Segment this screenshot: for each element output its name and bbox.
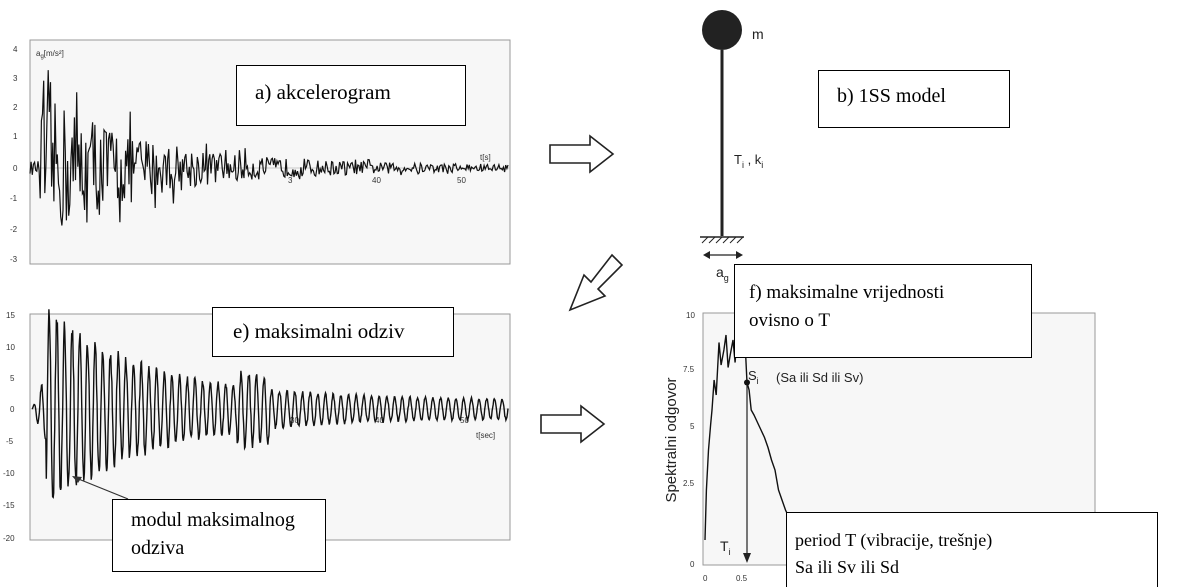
- response-ytick: -20: [3, 534, 15, 543]
- mass-ball: [702, 10, 742, 50]
- label-box-period: period T (vibracije, trešnje) Sa ili Sv …: [786, 512, 1158, 587]
- accelerogram-ytick: 4: [13, 45, 18, 54]
- accelerogram-ytick: 2: [13, 103, 18, 112]
- label-model-text: b) 1SS model: [837, 85, 946, 107]
- response-ytick: 5: [10, 374, 15, 383]
- accelerogram-xtick: 40: [372, 176, 381, 185]
- spectrum-label-line-1: f) maksimalne vrijednosti: [749, 282, 945, 303]
- ground-motion-arrowhead-right: [736, 251, 743, 259]
- response-xtick: 40: [375, 416, 384, 425]
- label-box-spectrum: f) maksimalne vrijednosti ovisno o T: [734, 264, 1032, 358]
- response-ytick: -5: [6, 437, 14, 446]
- label-accelerogram-text: a) akcelerogram: [255, 80, 391, 104]
- accelerogram-xunit: t[s]: [480, 153, 491, 162]
- peak-annotation-line-1: modul maksimalnog: [131, 509, 295, 531]
- spectral-point-note: (Sa ili Sd ili Sv): [776, 370, 863, 385]
- spectrum-ylabel: Spektralni odgovor: [663, 377, 680, 502]
- spectrum-label-line-2: ovisno o T: [749, 310, 830, 331]
- ground-accel-label: ag: [716, 264, 729, 283]
- spectrum-ytick: 0: [690, 560, 695, 569]
- ground-hatch: [701, 236, 744, 244]
- response-ytick: -15: [3, 501, 15, 510]
- accelerogram-ylabel: ag[m/s²]: [36, 49, 64, 60]
- spectral-point-label: Si: [748, 368, 759, 386]
- spectrum-ytick: 10: [686, 311, 695, 320]
- arrow-right-bottom: [540, 404, 606, 444]
- period-note-line-1: period T (vibracije, trešnje): [795, 530, 993, 550]
- response-ytick: -10: [3, 469, 15, 478]
- spectrum-ytick: 7.5: [683, 365, 695, 374]
- accelerogram-ytick: 1: [13, 132, 18, 141]
- response-ytick: 15: [6, 311, 15, 320]
- response-ytick: 0: [10, 405, 15, 414]
- peak-annotation-line-2: odziva: [131, 537, 185, 559]
- arrow-right-top: [549, 134, 615, 174]
- period-marker-arrowhead: [743, 553, 751, 563]
- spectrum-xtick: 0.5: [736, 574, 748, 583]
- accelerogram-ytick: 3: [13, 74, 18, 83]
- label-box-accelerogram: a) akcelerogram: [236, 65, 466, 126]
- arrow-down-left: [568, 253, 624, 312]
- label-response-text: e) maksimalni odziv: [233, 319, 405, 343]
- accelerogram-xtick: 50: [457, 176, 466, 185]
- spectrum-xtick: 0: [703, 574, 708, 583]
- accelerogram-ytick: 0: [13, 164, 18, 173]
- response-ytick: 10: [6, 343, 15, 352]
- response-xtick: 50: [460, 416, 469, 425]
- label-box-model: b) 1SS model: [818, 70, 1010, 128]
- period-label: Ti: [720, 538, 731, 557]
- response-xunit: t[sec]: [476, 431, 495, 440]
- ground-motion-arrowhead-left: [703, 251, 710, 259]
- peak-pointer-arrowhead: [72, 476, 82, 483]
- accelerogram-xtick-partial: 3: [288, 176, 293, 185]
- accelerogram-ytick: -2: [10, 225, 18, 234]
- response-xtick: 30: [290, 416, 299, 425]
- column-param-label: Ti , ki: [734, 152, 763, 170]
- spectral-point: [744, 379, 750, 386]
- label-box-peak-annotation: modul maksimalnog odziva: [112, 499, 326, 572]
- label-box-response: e) maksimalni odziv: [212, 307, 454, 357]
- accelerogram-series-line: [29, 70, 509, 226]
- period-note-line-2: Sa ili Sv ili Sd: [795, 557, 900, 577]
- accelerogram-ytick: -3: [10, 255, 18, 264]
- mass-label: m: [752, 26, 764, 42]
- peak-pointer-line: [75, 477, 129, 500]
- response-series-line: [31, 309, 509, 499]
- sdof-model: m Ti , ki ag: [700, 10, 764, 283]
- accelerogram-ytick: -1: [10, 194, 18, 203]
- spectrum-ytick: 5: [690, 422, 695, 431]
- spectrum-ytick: 2.5: [683, 479, 695, 488]
